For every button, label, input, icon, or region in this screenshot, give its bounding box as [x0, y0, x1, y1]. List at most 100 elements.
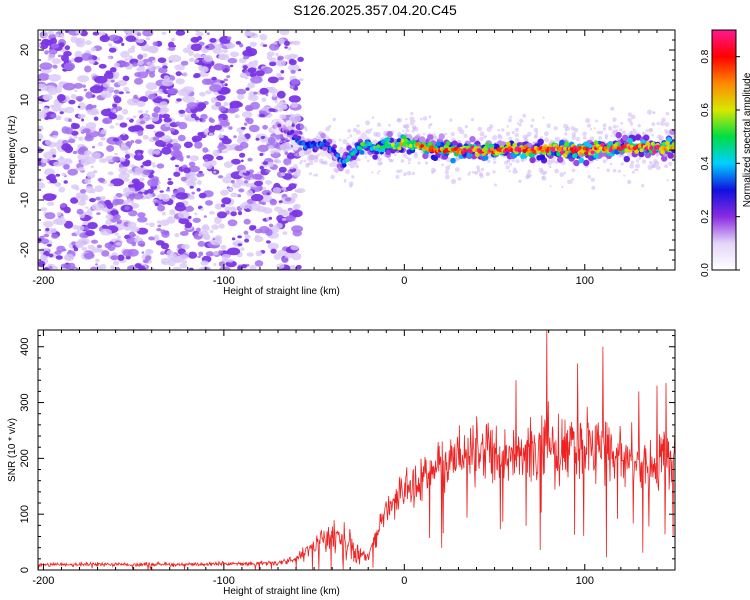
noise-cell [102, 117, 113, 125]
noise-cell [175, 71, 182, 77]
noise-cell [110, 67, 117, 73]
track-cell [419, 136, 426, 143]
noise-cell [243, 218, 251, 225]
noise-cell [109, 125, 115, 129]
halo-cell [544, 131, 549, 137]
track-cell [382, 144, 387, 149]
halo-cell [467, 172, 471, 176]
noise-cell [153, 106, 161, 113]
noise-cell [115, 122, 119, 126]
colorbar-tick-label: 0.2 [700, 209, 711, 223]
noise-cell [38, 101, 43, 105]
noise-cell [166, 143, 173, 149]
halo-cell [617, 169, 622, 173]
noise-cell [81, 118, 85, 122]
track-cell [583, 159, 590, 167]
noise-cell [112, 198, 120, 206]
noise-cell [68, 159, 73, 164]
noise-cell [68, 99, 76, 105]
noise-cell [63, 62, 76, 71]
noise-cell [278, 76, 285, 81]
halo-cell [428, 132, 431, 135]
noise-cell [220, 189, 229, 196]
noise-cell [161, 230, 170, 238]
noise-cell [170, 37, 176, 42]
noise-cell [134, 139, 142, 145]
noise-cell [262, 186, 267, 191]
noise-cell [139, 150, 144, 153]
noise-cell [157, 181, 161, 185]
halo-cell [332, 117, 336, 122]
noise-cell [281, 256, 289, 263]
noise-cell [262, 124, 268, 130]
noise-cell [133, 94, 138, 100]
noise-cell [57, 94, 66, 102]
halo-cell [561, 185, 564, 189]
noise-cell [253, 200, 257, 204]
halo-cell [314, 173, 319, 177]
noise-cell [197, 240, 206, 247]
noise-cell [184, 223, 192, 229]
halo-cell [514, 137, 520, 143]
noise-cell [93, 116, 99, 121]
track-cell [445, 140, 451, 146]
noise-cell [154, 234, 159, 238]
noise-cell [286, 155, 292, 158]
halo-cell [345, 169, 350, 175]
noise-cell [196, 180, 202, 185]
noise-cell [237, 102, 243, 108]
noise-cell [290, 78, 300, 85]
halo-cell [471, 170, 475, 174]
noise-cell [196, 188, 201, 192]
noise-cell [64, 145, 74, 154]
noise-cell [101, 224, 108, 229]
noise-cell [238, 188, 245, 193]
halo-cell [299, 161, 302, 165]
noise-cell [202, 147, 209, 153]
track-cell [584, 151, 589, 156]
halo-cell [596, 130, 601, 135]
halo-cell [553, 156, 556, 160]
track-cell [490, 146, 494, 151]
halo-cell [279, 140, 283, 144]
noise-cell [56, 211, 61, 216]
noise-cell [64, 106, 75, 114]
noise-cell [284, 197, 292, 202]
halo-cell [411, 129, 415, 133]
noise-cell [117, 254, 125, 261]
noise-cell [182, 72, 188, 77]
halo-cell [598, 136, 602, 140]
noise-cell [189, 185, 194, 189]
noise-cell [175, 101, 180, 104]
noise-cell [134, 263, 142, 269]
noise-cell [177, 210, 190, 219]
noise-cell [84, 178, 92, 185]
snr-ytick-label: 200 [19, 449, 31, 467]
noise-cell [86, 171, 96, 179]
track-cell [573, 159, 580, 167]
noise-cell [152, 41, 158, 47]
noise-cell [211, 76, 217, 81]
noise-cell [134, 77, 144, 85]
track-cell [598, 146, 603, 151]
halo-cell [631, 170, 635, 174]
noise-cell [58, 186, 66, 193]
halo-cell [371, 116, 375, 119]
halo-cell [335, 169, 339, 174]
noise-cell [162, 261, 167, 264]
noise-cell [193, 59, 200, 63]
noise-cell [137, 240, 146, 247]
halo-cell [547, 160, 552, 166]
noise-cell [214, 203, 223, 210]
noise-cell [59, 33, 65, 39]
noise-cell [55, 173, 61, 177]
halo-cell [637, 124, 641, 128]
noise-cell [46, 201, 55, 206]
noise-cell [51, 104, 62, 112]
noise-cell [75, 95, 84, 102]
halo-cell [457, 177, 462, 181]
noise-cell [286, 216, 293, 222]
noise-cell [274, 206, 283, 212]
noise-cell [70, 94, 77, 100]
noise-cell [97, 141, 104, 147]
